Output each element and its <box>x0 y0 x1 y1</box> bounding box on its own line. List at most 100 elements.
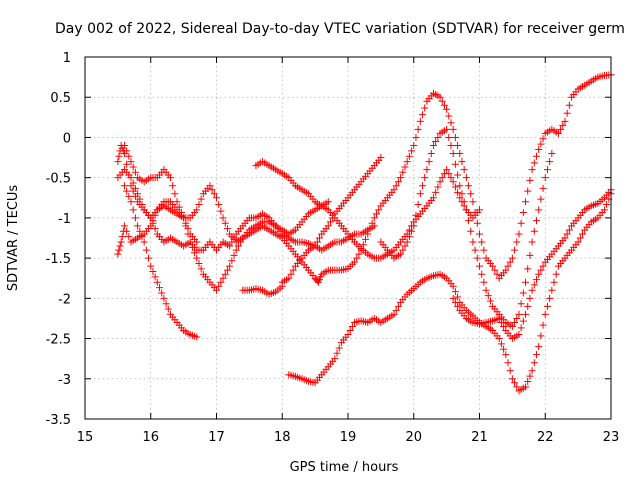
data-point <box>436 93 444 101</box>
data-point <box>368 219 376 227</box>
data-point <box>138 233 146 241</box>
data-point <box>528 166 536 174</box>
data-point <box>476 262 483 270</box>
y-tick-label: -2 <box>58 292 71 307</box>
data-point <box>324 198 332 206</box>
data-point <box>528 367 536 375</box>
data-point <box>429 194 437 202</box>
data-point <box>182 219 190 227</box>
data-point <box>517 219 525 227</box>
data-point <box>151 225 159 233</box>
data-point <box>449 150 457 158</box>
data-point <box>508 254 516 262</box>
data-point <box>127 174 135 182</box>
data-point <box>175 203 183 211</box>
data-point <box>524 377 532 385</box>
data-point <box>511 379 519 387</box>
data-point <box>399 246 407 254</box>
data-point <box>412 133 420 141</box>
data-point <box>370 214 378 222</box>
series-track-7 <box>239 282 286 298</box>
data-point <box>191 249 199 257</box>
data-point <box>131 168 139 176</box>
data-point <box>278 282 286 290</box>
data-point <box>515 230 523 238</box>
data-point <box>532 152 540 160</box>
data-point <box>559 121 567 129</box>
data-point <box>353 254 361 262</box>
data-point <box>473 254 481 262</box>
data-point <box>147 262 155 270</box>
data-point <box>576 234 584 242</box>
data-point <box>535 146 543 154</box>
data-point <box>375 206 383 214</box>
data-point <box>443 125 451 133</box>
data-point <box>438 97 446 105</box>
data-point <box>532 217 540 225</box>
data-point <box>116 242 124 250</box>
data-point <box>526 176 534 184</box>
data-point <box>456 182 464 190</box>
data-point <box>160 294 168 302</box>
data-point <box>213 194 220 202</box>
data-point <box>114 158 122 166</box>
data-point <box>129 179 137 187</box>
data-point <box>129 206 137 214</box>
data-point <box>449 178 457 186</box>
data-point <box>526 372 534 380</box>
chart-title: Day 002 of 2022, Sidereal Day-to-day VTE… <box>55 21 625 37</box>
data-point <box>362 235 370 243</box>
data-point <box>193 238 201 246</box>
data-point <box>425 158 433 166</box>
data-point <box>392 182 400 190</box>
data-point <box>524 302 532 310</box>
data-point <box>447 141 455 149</box>
data-point <box>156 284 164 292</box>
data-point <box>497 318 505 326</box>
x-tick-label: 19 <box>340 430 357 445</box>
data-point <box>537 266 545 274</box>
y-tick-label: -1.5 <box>46 252 71 267</box>
data-point <box>502 266 510 274</box>
data-point <box>565 101 573 109</box>
data-point <box>579 230 587 238</box>
data-point <box>504 262 512 270</box>
data-point <box>324 222 332 230</box>
series-track-10 <box>449 186 615 343</box>
data-point <box>285 274 293 282</box>
data-point <box>423 166 431 174</box>
data-point <box>136 195 144 203</box>
data-point <box>546 294 554 302</box>
data-point <box>546 158 554 166</box>
data-point <box>114 250 122 258</box>
data-point <box>563 230 571 238</box>
data-point <box>451 133 459 141</box>
data-point <box>123 160 131 168</box>
y-tick-label: -2.5 <box>46 333 71 348</box>
data-point <box>522 383 530 391</box>
data-point <box>147 222 155 230</box>
data-point <box>554 129 562 137</box>
data-point <box>432 137 440 145</box>
data-point <box>451 288 459 296</box>
data-point <box>326 218 334 226</box>
x-tick-label: 21 <box>471 430 488 445</box>
data-point <box>541 174 549 182</box>
data-point <box>414 200 422 208</box>
y-tick-label: -0.5 <box>46 172 71 187</box>
data-point <box>372 210 380 218</box>
data-point <box>541 310 549 318</box>
data-point <box>480 246 488 254</box>
data-point <box>603 200 611 208</box>
data-point <box>508 375 516 383</box>
data-point <box>471 246 479 254</box>
data-point <box>123 227 131 235</box>
data-point <box>410 141 418 149</box>
data-point <box>390 186 398 194</box>
data-point <box>287 270 295 278</box>
data-point <box>458 190 466 198</box>
data-point <box>469 198 477 206</box>
data-point <box>502 351 510 359</box>
data-point <box>519 317 527 325</box>
data-point <box>125 192 133 200</box>
